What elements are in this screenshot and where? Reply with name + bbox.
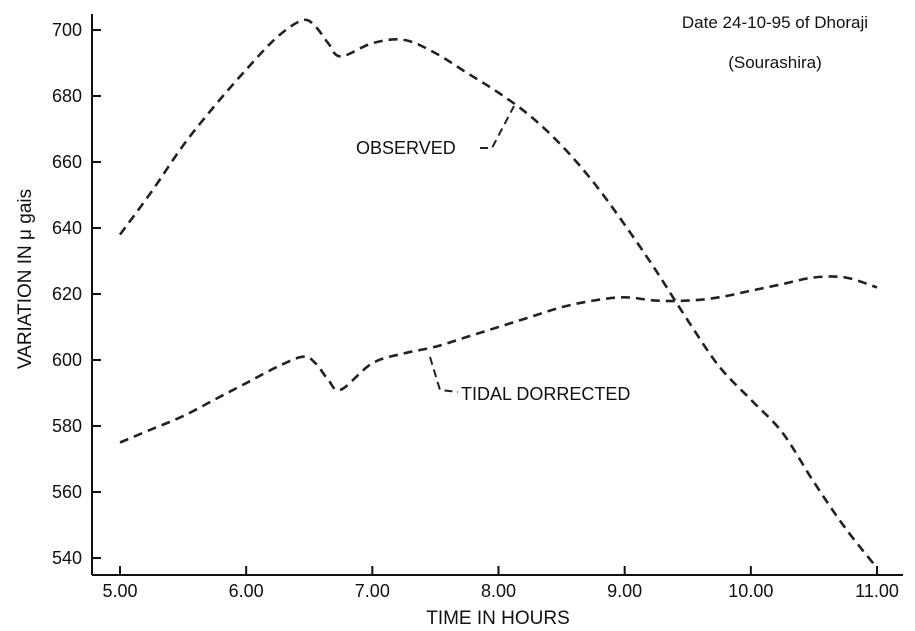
x-tick-label: 5.00	[102, 581, 137, 601]
x-ticks: 5.00 6.00 7.00 8.00 9.00 10.00 11.00	[102, 566, 899, 601]
axes	[91, 14, 903, 576]
y-axis-title: VARIATION IN μ gais	[15, 189, 36, 369]
y-tick-label: 540	[52, 548, 82, 568]
y-tick-label: 680	[52, 86, 82, 106]
y-tick-label: 660	[52, 152, 82, 172]
y-tick-label: 600	[52, 350, 82, 370]
y-tick-label: 560	[52, 482, 82, 502]
x-tick-label: 9.00	[607, 581, 642, 601]
date-note: Date 24-10-95 of Dhoraji	[682, 13, 868, 32]
leader-lines	[429, 105, 515, 393]
x-tick-label: 10.00	[728, 581, 773, 601]
observed-leader-line	[480, 105, 515, 149]
observed-series-label: OBSERVED	[356, 138, 456, 158]
x-axis-title: TIME IN HOURS	[426, 608, 570, 629]
tidal-series-label: TIDAL DORRECTED	[461, 384, 630, 404]
tidal-leader-line	[429, 356, 459, 393]
y-tick-label: 700	[52, 20, 82, 40]
y-tick-label: 620	[52, 284, 82, 304]
tidal-corrected-series-line	[119, 275, 878, 444]
location-note: (Sourashira)	[728, 53, 822, 72]
observed-series-line	[118, 18, 879, 569]
x-tick-label: 11.00	[855, 581, 899, 601]
series-layer	[118, 18, 879, 569]
y-tick-label: 580	[52, 416, 82, 436]
x-tick-label: 8.00	[481, 581, 516, 601]
y-ticks: 540 560 580 600 620 640 660 680 700	[52, 20, 101, 568]
y-tick-label: 640	[52, 218, 82, 238]
x-tick-label: 7.00	[355, 581, 390, 601]
x-tick-label: 6.00	[229, 581, 264, 601]
